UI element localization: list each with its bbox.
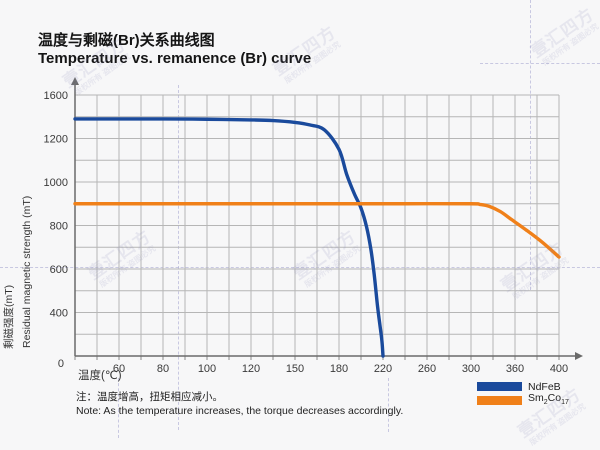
y-axis-label-zh: 剩磁强度(mT) bbox=[3, 284, 15, 349]
svg-text:220: 220 bbox=[374, 363, 392, 375]
legend-swatch-ndfeb bbox=[477, 382, 522, 391]
svg-text:300: 300 bbox=[462, 363, 480, 375]
legend-label-ndfeb: NdFeB bbox=[528, 380, 561, 393]
svg-text:1000: 1000 bbox=[44, 177, 68, 189]
note-block: 注：温度增高，扭矩相应减小。 Note: As the temperature … bbox=[76, 390, 403, 418]
note-line-en: Note: As the temperature increases, the … bbox=[76, 405, 404, 417]
y-axis-label-en: Residual magnetic strength (mT) bbox=[21, 195, 33, 348]
svg-text:1200: 1200 bbox=[44, 134, 68, 146]
origin-label: 0 bbox=[58, 358, 64, 370]
y-tick-labels: 1600 1200 1000 800 600 400 bbox=[44, 90, 68, 320]
svg-text:1600: 1600 bbox=[44, 90, 68, 102]
chart-title-en: Temperature vs. remanence (Br) curve bbox=[38, 50, 312, 67]
svg-text:180: 180 bbox=[330, 363, 348, 375]
chart-title-zh: 温度与剩磁(Br)关系曲线图 bbox=[38, 32, 215, 49]
note-line-zh: 注：温度增高，扭矩相应减小。 bbox=[76, 391, 223, 403]
svg-text:80: 80 bbox=[157, 363, 169, 375]
svg-text:600: 600 bbox=[50, 264, 68, 276]
legend-item-sm2co17: Sm2Co17 bbox=[477, 391, 569, 407]
svg-text:120: 120 bbox=[242, 363, 260, 375]
series-line-sm2co17 bbox=[73, 202, 561, 259]
svg-text:260: 260 bbox=[418, 363, 436, 375]
svg-text:400: 400 bbox=[550, 363, 568, 375]
svg-text:100: 100 bbox=[198, 363, 216, 375]
legend-item-ndfeb: NdFeB bbox=[477, 380, 569, 393]
axes bbox=[71, 77, 583, 360]
legend-label-sm2co17: Sm2Co17 bbox=[528, 391, 569, 407]
svg-text:360: 360 bbox=[506, 363, 524, 375]
gridlines bbox=[74, 94, 560, 357]
svg-text:150: 150 bbox=[286, 363, 304, 375]
x-axis-label: 温度(℃) bbox=[78, 370, 122, 382]
legend: NdFeB Sm2Co17 bbox=[477, 380, 569, 408]
x-axis-arrow bbox=[575, 352, 583, 360]
svg-text:400: 400 bbox=[50, 308, 68, 320]
y-axis-arrow bbox=[71, 77, 79, 85]
series-line-ndfeb bbox=[73, 117, 385, 358]
x-tick-labels: 60 80 100 120 150 180 220 260 300 360 400 bbox=[113, 363, 568, 375]
svg-text:60: 60 bbox=[113, 363, 125, 375]
svg-text:800: 800 bbox=[50, 221, 68, 233]
legend-swatch-sm2co17 bbox=[477, 396, 522, 405]
